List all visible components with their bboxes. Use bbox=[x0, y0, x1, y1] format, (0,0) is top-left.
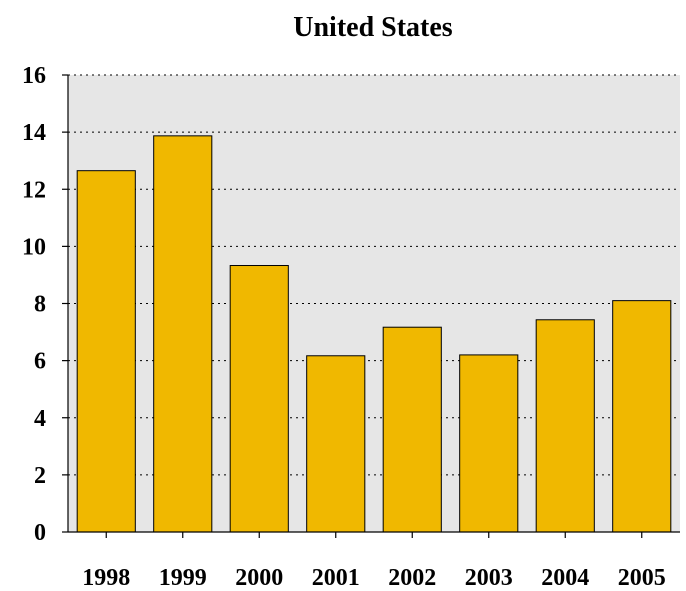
x-tick-label: 2004 bbox=[541, 565, 589, 591]
y-tick-label: 10 bbox=[22, 234, 46, 260]
y-tick-label: 2 bbox=[34, 463, 46, 489]
x-tick-label: 2000 bbox=[235, 565, 283, 591]
chart-title: United States bbox=[293, 12, 453, 43]
x-tick-label: 2005 bbox=[618, 565, 666, 591]
bar-1999 bbox=[153, 135, 213, 533]
y-axis-ticks: 0 2 4 6 8 10 12 14 16 bbox=[22, 63, 68, 546]
y-tick-label: 8 bbox=[34, 292, 46, 318]
x-tick-label: 2003 bbox=[465, 565, 513, 591]
bar-2002 bbox=[382, 326, 442, 533]
x-tick-label: 1999 bbox=[159, 565, 207, 591]
bar-2001 bbox=[306, 355, 366, 533]
x-tick-label: 1998 bbox=[82, 565, 130, 591]
bar-1998 bbox=[76, 170, 136, 533]
y-tick-label: 0 bbox=[34, 520, 46, 546]
y-tick-label: 4 bbox=[34, 406, 46, 432]
y-tick-label: 6 bbox=[34, 349, 46, 375]
y-tick-label: 12 bbox=[22, 177, 46, 203]
bar-2000 bbox=[229, 265, 289, 533]
y-tick-label: 16 bbox=[22, 63, 46, 89]
x-tick-label: 2001 bbox=[312, 565, 360, 591]
x-tick-label: 2002 bbox=[388, 565, 436, 591]
bar-2005 bbox=[612, 300, 672, 533]
bar-2004 bbox=[535, 319, 595, 533]
y-tick-label: 14 bbox=[22, 120, 46, 146]
x-axis-ticks: 1998 1999 2000 2001 2002 2003 2004 2005 bbox=[82, 532, 666, 591]
bars bbox=[76, 135, 672, 533]
bar-2003 bbox=[459, 354, 519, 533]
